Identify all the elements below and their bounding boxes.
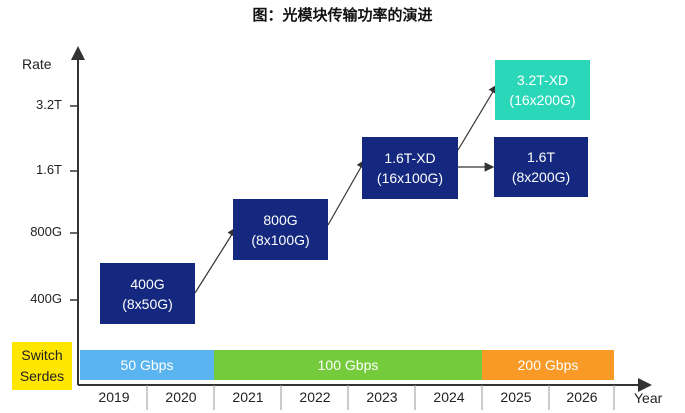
box-sublabel: (8x100G) xyxy=(251,231,310,248)
arrow-1.6t-xd-to-3.2t-xd xyxy=(457,83,498,151)
serdes-segment-100gbps: 100 Gbps xyxy=(214,350,482,380)
year-label: 2022 xyxy=(299,389,331,405)
box-sublabel: (16x100G) xyxy=(376,170,444,186)
year-label: 2021 xyxy=(232,389,264,405)
y-tick-label: 3.2T xyxy=(35,97,62,112)
figure-title: 图：光模块传输功率的演进 xyxy=(252,6,433,24)
box-label: 3.2T-XD xyxy=(516,72,569,88)
box-sublabel: (8x50G) xyxy=(122,295,173,312)
year-label: 2019 xyxy=(98,389,130,405)
year-label: 2020 xyxy=(165,389,197,405)
box-1.6t: 1.6T (8x200G) xyxy=(494,137,588,197)
box-3.2t-xd: 3.2T-XD (16x200G) xyxy=(495,60,590,120)
serdes-segment-200gbps: 200 Gbps xyxy=(482,350,614,380)
y-axis-arrow xyxy=(71,46,85,60)
box-1.6t-xd: 1.6T-XD (16x100G) xyxy=(362,137,458,199)
box-sublabel: (16x200G) xyxy=(509,92,576,108)
year-label: 2025 xyxy=(500,389,532,405)
serdes-label-line1: Switch xyxy=(21,347,63,363)
year-label: 2024 xyxy=(433,389,465,405)
box-sublabel: (8x200G) xyxy=(511,169,571,185)
x-axis-title: Year xyxy=(634,390,663,406)
y-axis-title: Rate xyxy=(22,56,52,72)
year-label: 2023 xyxy=(366,389,398,405)
serdes-segment-50gbps: 50 Gbps xyxy=(80,350,214,380)
serdes-label-line2: Serdes xyxy=(19,368,65,384)
box-label: 1.6T xyxy=(526,149,555,165)
year-label: 2026 xyxy=(566,389,598,405)
box-400g: 400G (8x50G) xyxy=(100,263,195,324)
y-tick-label: 400G xyxy=(30,291,62,306)
x-axis-arrow xyxy=(638,378,652,392)
switch-serdes-label: Switch Serdes xyxy=(12,342,72,390)
box-label: 400G xyxy=(130,275,165,292)
box-label: 1.6T-XD xyxy=(384,150,436,166)
box-label: 800G xyxy=(263,211,298,228)
arrow-400g-to-800g xyxy=(194,226,237,294)
arrow-800g-to-1.6t-xd xyxy=(327,158,366,226)
y-tick-label: 1.6T xyxy=(35,162,62,177)
box-800g: 800G (8x100G) xyxy=(233,199,328,260)
y-tick-label: 800G xyxy=(30,224,62,239)
